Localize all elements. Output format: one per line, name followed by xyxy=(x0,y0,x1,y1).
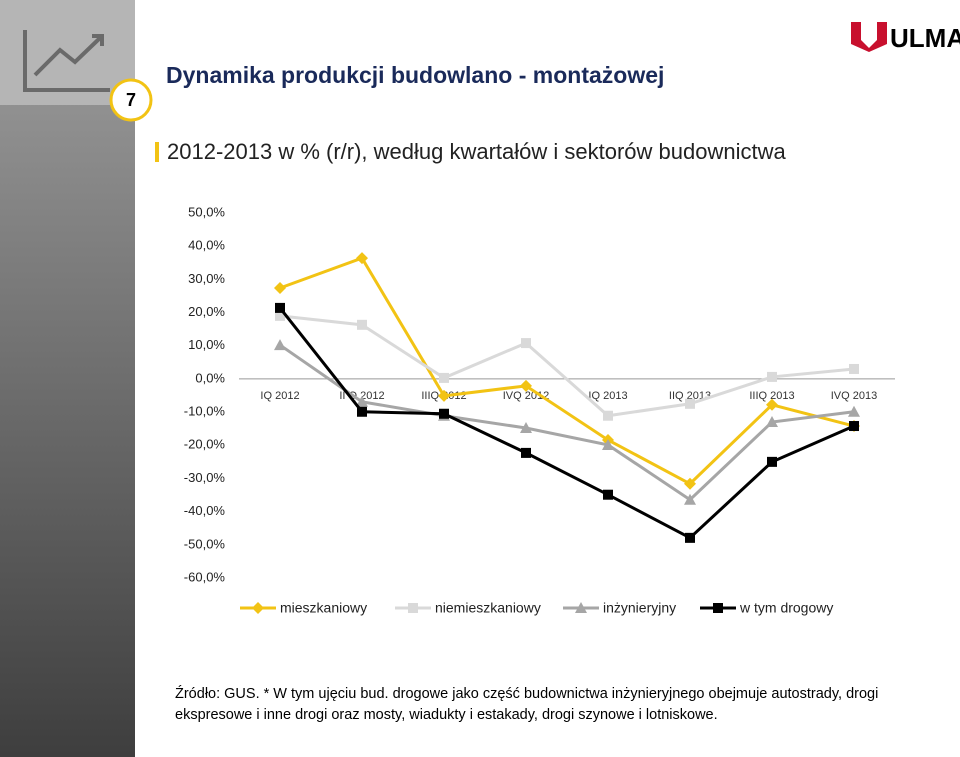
source-note: ekspresowe i inne drogi oraz mosty, wiad… xyxy=(175,707,718,723)
marker xyxy=(357,406,367,417)
marker xyxy=(252,602,264,614)
logo: ULMA xyxy=(851,22,960,53)
marker xyxy=(521,338,531,349)
marker xyxy=(274,281,286,294)
marker xyxy=(275,302,285,313)
y-tick-label: -10,0% xyxy=(184,404,226,419)
legend-label: inżynieryjny xyxy=(603,600,676,616)
subtitle-bar xyxy=(155,142,159,162)
icon-panel xyxy=(0,0,135,105)
y-tick-label: 50,0% xyxy=(188,204,225,219)
series-line xyxy=(278,306,855,540)
y-tick-label: -40,0% xyxy=(184,503,226,518)
marker xyxy=(849,421,859,432)
marker xyxy=(520,379,532,392)
title: Dynamika produkcji budowlano - montażowe… xyxy=(166,62,664,88)
side-panel xyxy=(0,0,135,757)
slide-number-badge xyxy=(109,78,153,122)
x-tick-label: IQ 2012 xyxy=(260,390,299,402)
y-tick-label: 10,0% xyxy=(188,337,225,352)
marker xyxy=(848,405,860,417)
x-tick-label: IIIQ 2013 xyxy=(749,390,794,402)
marker xyxy=(408,603,418,613)
marker xyxy=(685,532,695,543)
y-tick-label: 30,0% xyxy=(188,271,225,286)
marker xyxy=(685,398,695,409)
marker xyxy=(356,395,368,407)
marker xyxy=(603,489,613,500)
marker xyxy=(684,493,696,505)
marker xyxy=(521,447,531,458)
y-tick-label: -50,0% xyxy=(184,536,226,551)
marker xyxy=(603,410,613,421)
series-line xyxy=(279,256,855,486)
y-tick-label: 0,0% xyxy=(195,370,225,385)
series-line xyxy=(279,343,855,502)
marker xyxy=(713,603,723,613)
marker xyxy=(274,339,286,351)
y-tick-label: 40,0% xyxy=(188,238,225,253)
marker xyxy=(357,319,367,330)
legend-label: mieszkaniowy xyxy=(280,600,367,616)
slide-number: 7 xyxy=(126,90,136,110)
marker xyxy=(356,252,368,265)
x-tick-label: IVQ 2013 xyxy=(831,390,877,402)
y-tick-label: 20,0% xyxy=(188,304,225,319)
subtitle: 2012-2013 w % (r/r), według kwartałów i … xyxy=(167,139,786,164)
legend-label: niemieszkaniowy xyxy=(435,600,541,616)
marker xyxy=(439,372,449,383)
marker xyxy=(275,310,285,321)
x-tick-label: IQ 2013 xyxy=(588,390,627,402)
y-tick-label: -20,0% xyxy=(184,437,226,452)
legend-label: w tym drogowy xyxy=(739,600,833,616)
marker xyxy=(438,389,450,402)
marker xyxy=(602,438,614,450)
marker xyxy=(684,477,696,490)
marker xyxy=(439,408,449,419)
y-tick-label: -30,0% xyxy=(184,470,226,485)
marker xyxy=(766,398,778,411)
marker xyxy=(767,371,777,382)
marker xyxy=(575,602,587,613)
marker xyxy=(767,456,777,467)
series-line xyxy=(279,314,855,418)
chart-icon xyxy=(23,30,110,92)
marker xyxy=(520,422,532,434)
source-note: Źródło: GUS. * W tym ujęciu bud. drogowe… xyxy=(175,685,878,702)
marker xyxy=(849,363,859,374)
logo-text: ULMA xyxy=(890,23,960,53)
marker xyxy=(766,416,778,428)
y-tick-label: -60,0% xyxy=(184,569,226,584)
